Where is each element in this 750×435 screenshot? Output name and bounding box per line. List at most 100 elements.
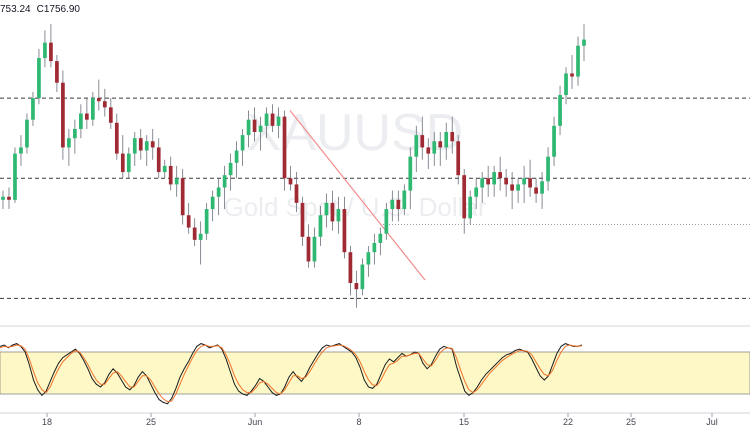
candle xyxy=(456,135,461,185)
candle-body xyxy=(558,95,562,126)
x-tick-label-7: Jul xyxy=(706,417,718,427)
candle xyxy=(252,107,257,142)
candle-body xyxy=(372,242,377,253)
candle xyxy=(582,24,586,62)
candle-body xyxy=(330,202,335,222)
candle-body xyxy=(55,61,59,83)
candle xyxy=(156,138,161,179)
candle xyxy=(114,113,119,160)
candle-body xyxy=(510,184,514,191)
candle-body xyxy=(31,98,35,120)
candle xyxy=(510,172,514,210)
candle-body xyxy=(132,138,137,154)
candle xyxy=(384,202,389,240)
candle-body xyxy=(354,283,359,290)
candle-body xyxy=(276,116,281,126)
candle-body xyxy=(492,172,497,185)
candle xyxy=(144,135,149,166)
candle xyxy=(55,54,59,92)
candle xyxy=(378,227,383,256)
candle-body xyxy=(96,98,101,102)
candle xyxy=(540,172,544,210)
candle xyxy=(468,190,473,225)
candle-body xyxy=(468,196,473,219)
candle xyxy=(390,190,395,222)
candle xyxy=(79,104,83,139)
candle-body xyxy=(546,156,550,182)
candle xyxy=(324,193,329,228)
candle-body xyxy=(180,178,185,216)
candle-body xyxy=(126,153,131,173)
candle-body xyxy=(528,178,532,188)
candle xyxy=(534,178,538,203)
stochastic-band xyxy=(0,351,750,395)
candle xyxy=(336,196,341,234)
candle xyxy=(31,91,35,126)
candle-body xyxy=(342,209,347,253)
candle xyxy=(528,159,532,197)
candle-body xyxy=(84,113,89,120)
candle-body xyxy=(378,233,383,243)
candle-body xyxy=(450,132,455,142)
candle xyxy=(546,147,550,191)
ohlc-close-value: C1756.90 xyxy=(36,4,80,15)
candle-body xyxy=(402,190,407,210)
watermark-symbol: XAUUSD xyxy=(247,104,464,162)
candle-body xyxy=(1,196,5,200)
candle xyxy=(186,202,191,234)
candle-body xyxy=(79,113,83,129)
candle-body xyxy=(390,199,395,210)
candle xyxy=(318,205,323,247)
candle-body xyxy=(264,113,269,126)
candle xyxy=(396,190,401,222)
candle xyxy=(216,178,221,216)
candle-body xyxy=(486,178,491,185)
candle-body xyxy=(414,135,419,157)
candle xyxy=(462,169,467,234)
candle xyxy=(552,116,556,166)
candle xyxy=(348,246,353,296)
candle xyxy=(234,141,239,179)
candle xyxy=(210,190,215,222)
candle-body xyxy=(138,138,143,151)
candle-body xyxy=(396,199,401,210)
candle-body xyxy=(444,132,449,148)
candle-body xyxy=(258,125,263,133)
symbol-watermark: XAUUSD Gold Spot / U.S. Dollar xyxy=(224,104,487,222)
stochastic-d-line xyxy=(0,344,583,403)
candle-body xyxy=(294,184,299,203)
candle xyxy=(306,224,311,268)
candle xyxy=(180,169,185,225)
candle-body xyxy=(300,202,305,237)
candle-body xyxy=(73,128,77,139)
candle-body xyxy=(570,73,574,77)
x-axis: 18 25 Jun 8 15 22 25 Jul xyxy=(0,412,750,427)
candle-body xyxy=(288,178,293,185)
candle-body xyxy=(19,147,23,154)
candle-body xyxy=(216,187,221,197)
ohlc-low-value: 753.24 xyxy=(0,4,31,15)
horizontal-levels xyxy=(0,97,750,299)
candle xyxy=(102,88,107,117)
candle xyxy=(282,110,287,191)
candle-body xyxy=(37,58,41,99)
candle xyxy=(480,172,485,203)
candle-body xyxy=(174,178,179,185)
watermark-description: Gold Spot / U.S. Dollar xyxy=(224,192,487,222)
candle-body xyxy=(150,141,155,148)
candle-body xyxy=(408,156,413,191)
candle-body xyxy=(456,141,461,176)
candle-body xyxy=(61,82,65,148)
candle xyxy=(25,113,29,154)
candle-body xyxy=(120,153,125,173)
candle-body xyxy=(534,187,538,194)
candle xyxy=(558,85,562,136)
candle xyxy=(522,165,526,203)
candle xyxy=(13,147,17,203)
candle xyxy=(426,138,431,169)
candle xyxy=(108,98,113,129)
trendline xyxy=(289,110,426,281)
candle-body xyxy=(108,107,113,123)
candle xyxy=(414,125,419,173)
